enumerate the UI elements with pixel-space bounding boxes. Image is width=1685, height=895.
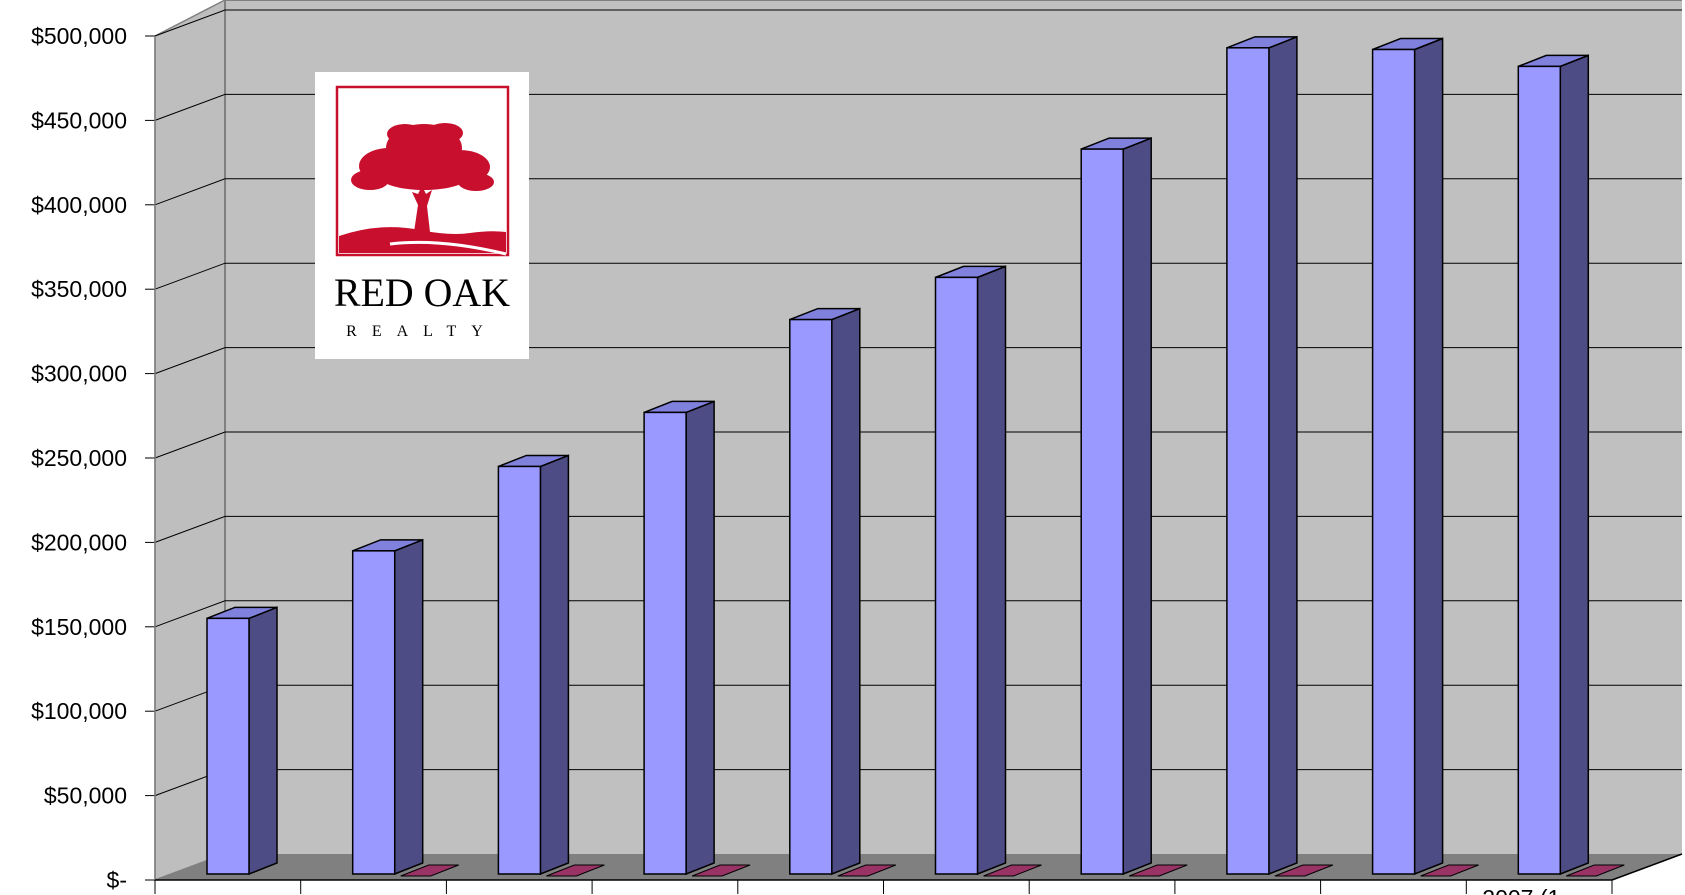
bar — [1371, 37, 1444, 876]
red-oak-realty-logo: RED OAK REALTY — [315, 72, 529, 359]
bar-front — [789, 318, 833, 875]
x-axis-depth-edge — [1611, 853, 1683, 881]
bar — [789, 307, 861, 876]
gridline — [154, 431, 1682, 459]
gridlines — [154, 9, 1682, 797]
gridline — [154, 93, 1682, 121]
gridline — [154, 262, 1682, 290]
bar-series2 — [691, 864, 751, 877]
bar-side — [539, 454, 570, 876]
bar-front — [206, 617, 250, 875]
y-axis: $- $50,000 $100,000 $150,000 $200,000 $250,00… — [31, 23, 156, 893]
gridline — [154, 347, 1682, 375]
bar-side — [1559, 54, 1590, 876]
y-tick-label: $150,000 — [31, 614, 127, 640]
y-tick-label: $200,000 — [31, 529, 127, 555]
bar-series2 — [837, 864, 896, 877]
bar-front — [497, 465, 542, 875]
bar-series2 — [546, 864, 605, 877]
bar-series2 — [1420, 864, 1479, 877]
bar-front — [1371, 48, 1416, 875]
bar-side — [1413, 37, 1444, 876]
bar — [934, 265, 1007, 876]
gridline — [154, 515, 1682, 543]
y-tick-label: $50,000 — [44, 783, 127, 809]
bar-series2 — [1566, 864, 1625, 877]
bar-side — [1122, 136, 1152, 876]
bar-series2 — [1274, 864, 1334, 877]
bar-front — [1517, 65, 1562, 875]
y-tick-label: $100,000 — [31, 698, 127, 724]
y-tick-label: $- — [107, 867, 127, 893]
gridline — [154, 178, 1682, 206]
bar — [206, 606, 278, 876]
bars — [206, 35, 1625, 877]
y-tick-label: $250,000 — [31, 445, 127, 471]
bar-front — [934, 276, 979, 875]
bar-front — [1080, 148, 1124, 875]
bar — [351, 538, 424, 876]
bar-front — [351, 550, 396, 875]
logo-subtitle: REALTY — [346, 323, 498, 340]
wall-outline — [224, 0, 1682, 854]
bar-side — [831, 307, 861, 876]
bar-side — [248, 606, 278, 876]
x-axis: 2007 (1 — [154, 853, 1683, 895]
bar — [1226, 35, 1298, 876]
bar-series2 — [400, 864, 459, 877]
bar — [1080, 136, 1152, 876]
gridline — [154, 9, 1682, 37]
x-tick-label: 2007 (1 — [1482, 885, 1560, 895]
bar — [497, 454, 570, 876]
gridline — [154, 600, 1682, 628]
y-tick-label: $350,000 — [31, 276, 127, 302]
bar-side — [976, 265, 1007, 876]
bar-side — [1268, 35, 1298, 876]
bar-front — [643, 411, 687, 875]
logo-name: RED OAK — [334, 270, 510, 315]
bar — [1517, 54, 1590, 876]
bar-side — [393, 538, 424, 876]
y-tick-label: $400,000 — [31, 192, 127, 218]
bar — [643, 400, 715, 876]
bar-series2 — [983, 864, 1042, 877]
bar-series2 — [1129, 864, 1188, 877]
y-tick-label: $450,000 — [31, 107, 127, 133]
y-tick-label: $300,000 — [31, 361, 127, 387]
bar-side — [685, 400, 715, 876]
bar-front — [1226, 47, 1270, 875]
y-tick-label: $500,000 — [31, 23, 127, 49]
